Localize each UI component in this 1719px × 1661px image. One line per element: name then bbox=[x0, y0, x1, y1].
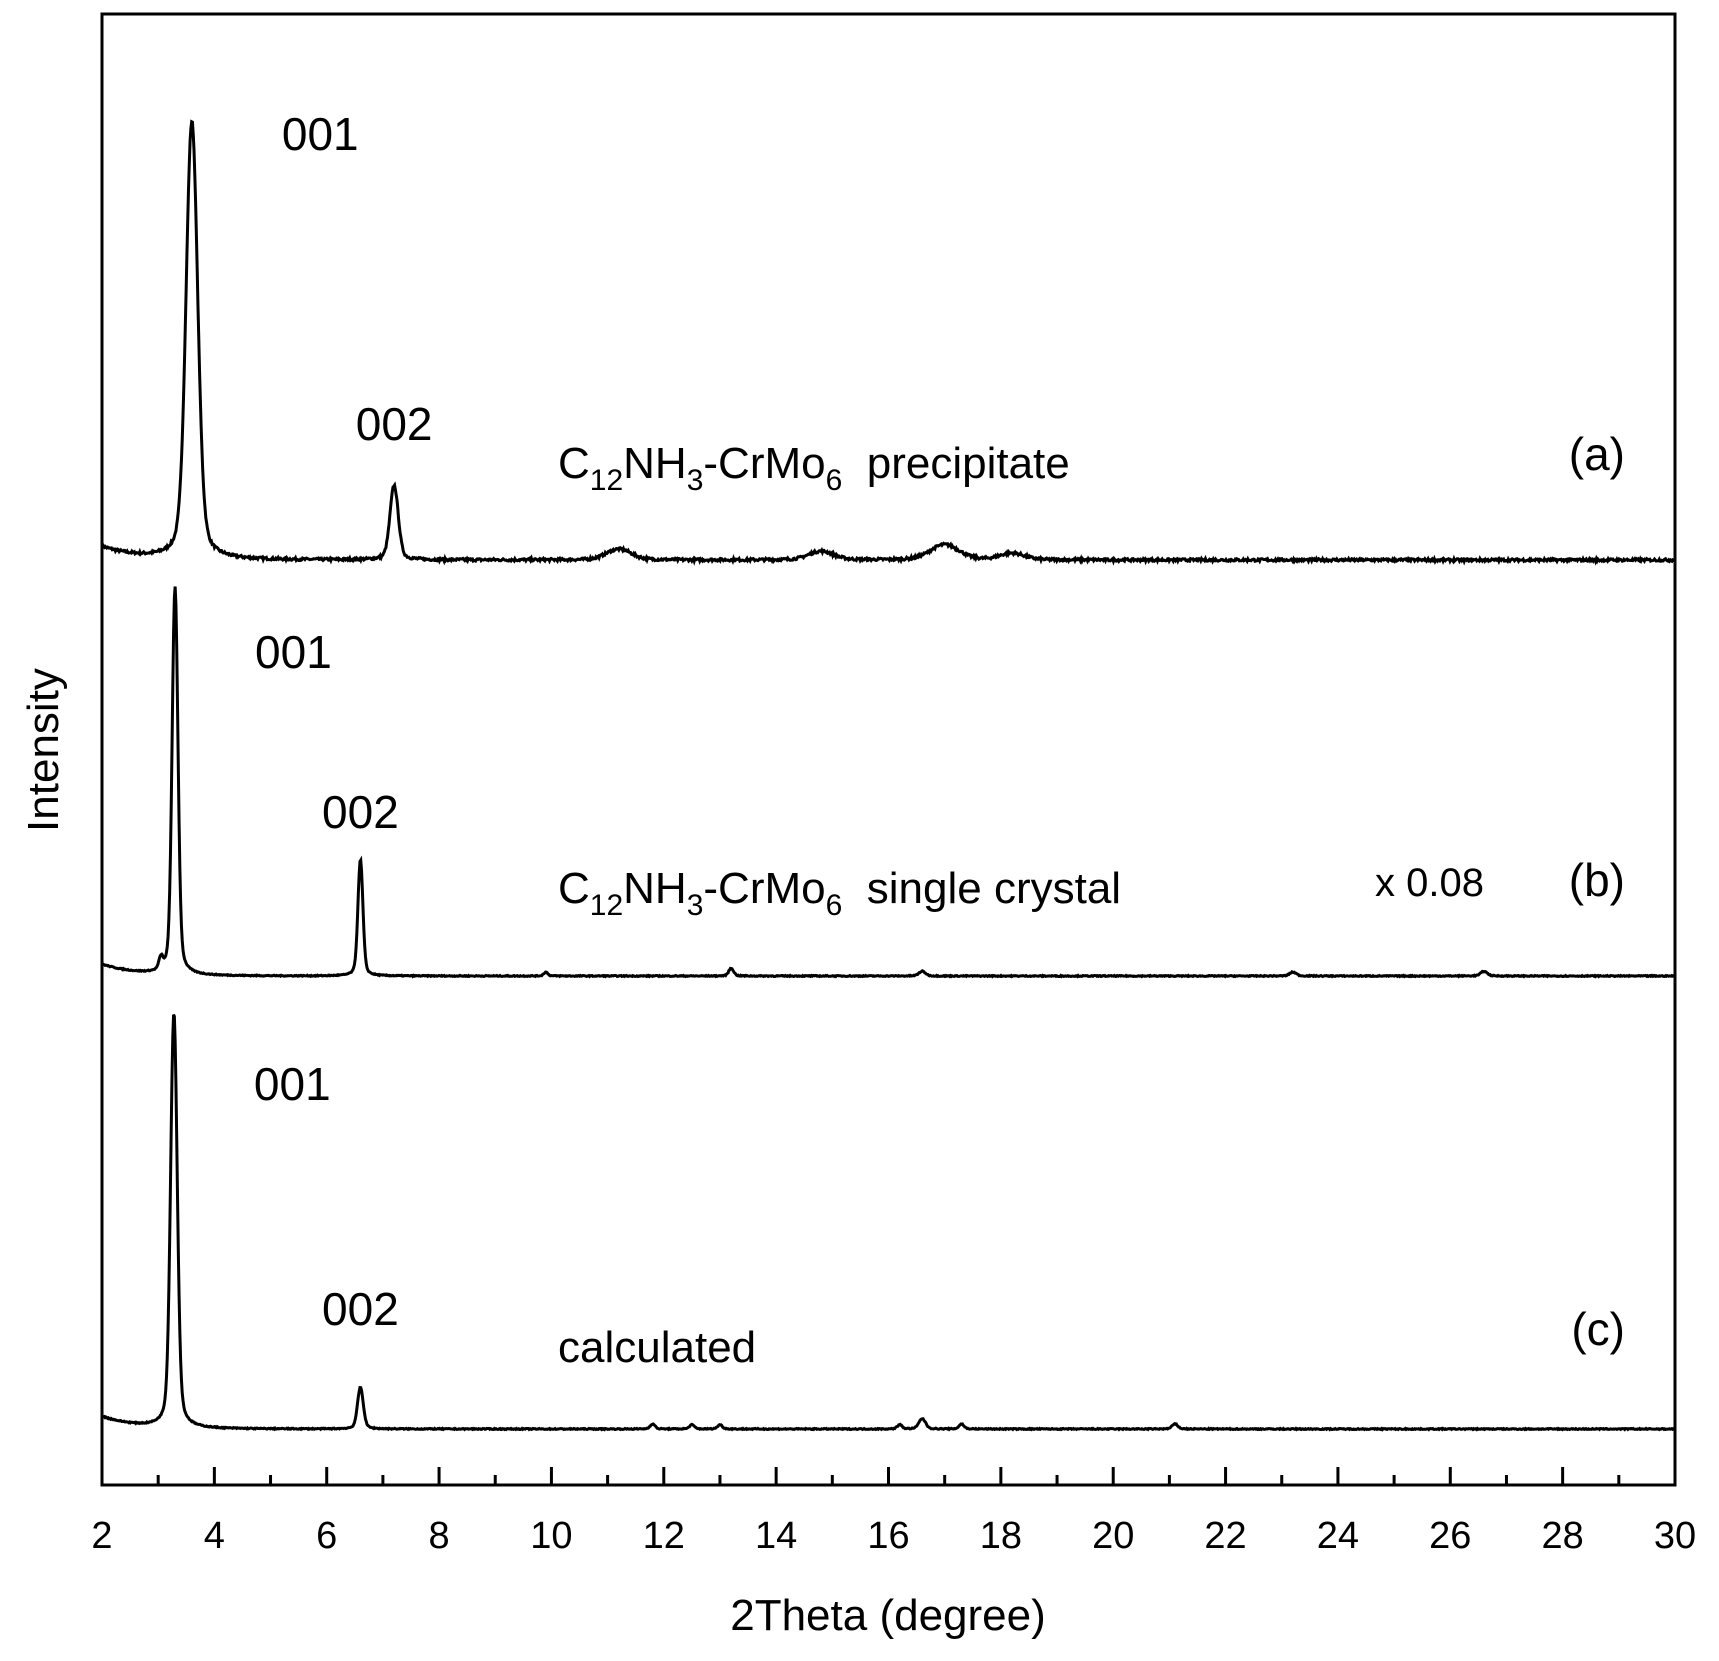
series-b-peak-002-label: 002 bbox=[322, 786, 399, 838]
x-tick-label: 24 bbox=[1317, 1515, 1359, 1557]
x-tick-label: 12 bbox=[643, 1515, 685, 1557]
x-tick-label: 26 bbox=[1429, 1515, 1471, 1557]
series-b-peak-001-label: 001 bbox=[255, 626, 332, 678]
series-c-peak-001-label: 001 bbox=[254, 1058, 331, 1110]
x-tick-label: 18 bbox=[980, 1515, 1022, 1557]
series-c-tag: (c) bbox=[1571, 1303, 1625, 1355]
plot-frame bbox=[100, 12, 1677, 1487]
x-tick-label: 4 bbox=[204, 1515, 225, 1557]
x-axis-label: 2Theta (degree) bbox=[730, 1591, 1046, 1640]
x-axis-ticks bbox=[100, 1467, 1677, 1485]
x-tick-label: 2 bbox=[91, 1515, 112, 1557]
series-c-peak-002-label: 002 bbox=[322, 1283, 399, 1335]
series-a-peak-002-label: 002 bbox=[356, 398, 433, 450]
series-b-name-label: C12NH3-CrMo6 single crystal bbox=[558, 864, 1121, 922]
x-tick-label: 28 bbox=[1542, 1515, 1584, 1557]
series-b-tag: (b) bbox=[1569, 854, 1625, 906]
series-a-tag: (a) bbox=[1569, 428, 1625, 480]
series-a-line bbox=[100, 119, 1676, 566]
x-tick-label: 16 bbox=[867, 1515, 909, 1557]
series-c-name-label: calculated bbox=[558, 1323, 756, 1372]
series-c-line bbox=[100, 1014, 1676, 1432]
series-a-peak-001-label: 001 bbox=[282, 108, 359, 160]
x-tick-label: 8 bbox=[429, 1515, 450, 1557]
y-axis-label: Intensity bbox=[19, 668, 68, 832]
x-tick-label: 10 bbox=[530, 1515, 572, 1557]
series-b-line bbox=[101, 586, 1676, 979]
series-b-scale-label: x 0.08 bbox=[1375, 861, 1484, 905]
x-tick-label: 22 bbox=[1204, 1515, 1246, 1557]
series-a-name-label: C12NH3-CrMo6 precipitate bbox=[558, 439, 1070, 497]
x-axis-tick-labels: 2 4 6 8 10 12 14 16 18 20 22 24 26 28 30 bbox=[91, 1515, 1696, 1557]
x-tick-label: 20 bbox=[1092, 1515, 1134, 1557]
plot-area-border bbox=[100, 12, 1677, 1487]
x-tick-label: 30 bbox=[1654, 1515, 1696, 1557]
x-tick-label: 14 bbox=[755, 1515, 797, 1557]
diffraction-traces bbox=[100, 119, 1676, 1432]
x-tick-label: 6 bbox=[316, 1515, 337, 1557]
peak-labels: 001 002 001 002 001 002 bbox=[254, 108, 433, 1335]
